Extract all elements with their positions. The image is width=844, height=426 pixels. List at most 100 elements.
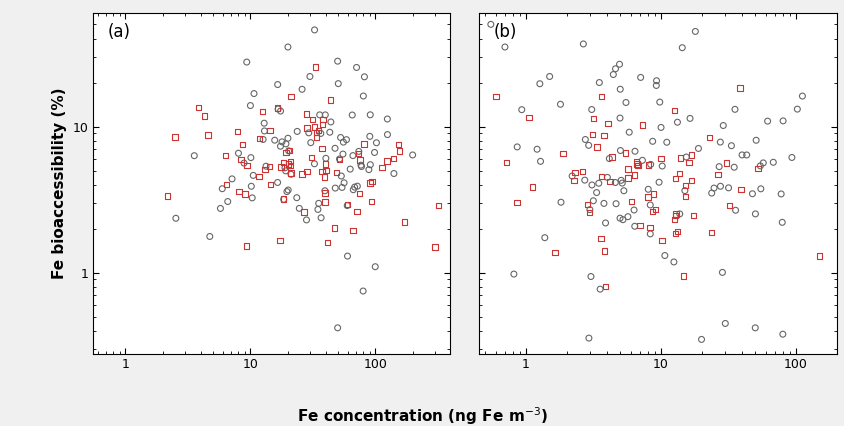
Point	[214, 205, 227, 212]
Point	[271, 104, 284, 111]
Point	[240, 243, 253, 250]
Point	[590, 144, 603, 150]
Point	[375, 164, 388, 171]
Point	[278, 164, 291, 171]
Point	[335, 184, 349, 191]
Point	[352, 148, 365, 155]
Point	[598, 219, 612, 226]
Point	[238, 191, 252, 198]
Point	[568, 169, 582, 176]
Point	[632, 222, 646, 229]
Point	[273, 237, 286, 244]
Point	[724, 142, 738, 149]
Point	[284, 162, 297, 169]
Point	[311, 206, 324, 213]
Point	[246, 172, 260, 179]
Point	[160, 193, 174, 199]
Point	[679, 154, 692, 161]
Point	[187, 152, 201, 159]
Point	[334, 173, 348, 179]
Point	[711, 171, 724, 178]
Point	[676, 273, 690, 279]
Point	[706, 184, 720, 191]
Point	[592, 180, 605, 187]
Point	[348, 184, 361, 190]
Point	[428, 244, 441, 250]
Point	[601, 120, 614, 127]
Point	[620, 175, 634, 181]
Point	[321, 239, 334, 246]
Point	[686, 212, 700, 219]
Point	[533, 158, 547, 165]
Point	[333, 156, 346, 163]
Point	[279, 141, 292, 147]
Point	[674, 155, 687, 161]
Point	[345, 112, 359, 118]
Point	[343, 166, 356, 173]
Point	[733, 84, 746, 91]
Point	[670, 228, 684, 235]
Point	[598, 248, 611, 254]
Point	[292, 205, 306, 212]
Point	[548, 249, 561, 256]
Point	[169, 215, 182, 222]
Point	[274, 164, 288, 170]
Point	[349, 64, 363, 71]
Point	[674, 44, 688, 51]
Point	[727, 164, 740, 171]
Point	[271, 179, 284, 186]
Point	[711, 163, 725, 170]
Point	[613, 86, 626, 92]
Point	[380, 115, 393, 122]
Point	[356, 288, 370, 294]
Point	[744, 190, 758, 197]
Point	[775, 219, 788, 226]
Point	[522, 114, 535, 121]
Point	[356, 92, 370, 99]
Point	[300, 124, 313, 131]
Point	[203, 233, 216, 240]
Point	[306, 116, 319, 123]
Point	[256, 108, 269, 115]
Point	[635, 121, 648, 128]
Point	[311, 127, 325, 134]
Point	[336, 151, 349, 158]
Point	[684, 177, 697, 184]
Point	[262, 163, 276, 170]
Y-axis label: Fe bioaccessibility (%): Fe bioaccessibility (%)	[51, 87, 67, 279]
Point	[316, 121, 329, 128]
Point	[259, 163, 273, 170]
Point	[263, 181, 277, 188]
Point	[450, 188, 463, 195]
Point	[315, 145, 328, 152]
Point	[555, 150, 569, 157]
Point	[614, 180, 628, 187]
Point	[281, 135, 295, 141]
Point	[283, 147, 296, 154]
Point	[392, 141, 405, 148]
Text: Fe concentration (ng Fe m$^{-3}$): Fe concentration (ng Fe m$^{-3}$)	[297, 405, 547, 426]
Point	[300, 216, 313, 223]
Point	[350, 208, 364, 215]
Point	[583, 273, 597, 280]
Point	[284, 171, 297, 178]
Point	[721, 184, 734, 191]
Point	[841, 142, 844, 149]
Point	[566, 177, 580, 184]
Point	[694, 336, 707, 343]
Point	[307, 124, 321, 130]
Point	[645, 138, 658, 145]
Point	[688, 28, 701, 35]
Point	[333, 155, 346, 162]
Point	[510, 144, 523, 150]
Point	[712, 139, 726, 146]
Point	[580, 201, 593, 208]
Point	[775, 331, 788, 337]
Point	[489, 93, 502, 100]
Point	[357, 73, 371, 80]
Point	[277, 196, 290, 202]
Point	[593, 235, 607, 242]
Point	[307, 26, 321, 33]
Point	[646, 190, 659, 197]
Point	[585, 181, 598, 188]
